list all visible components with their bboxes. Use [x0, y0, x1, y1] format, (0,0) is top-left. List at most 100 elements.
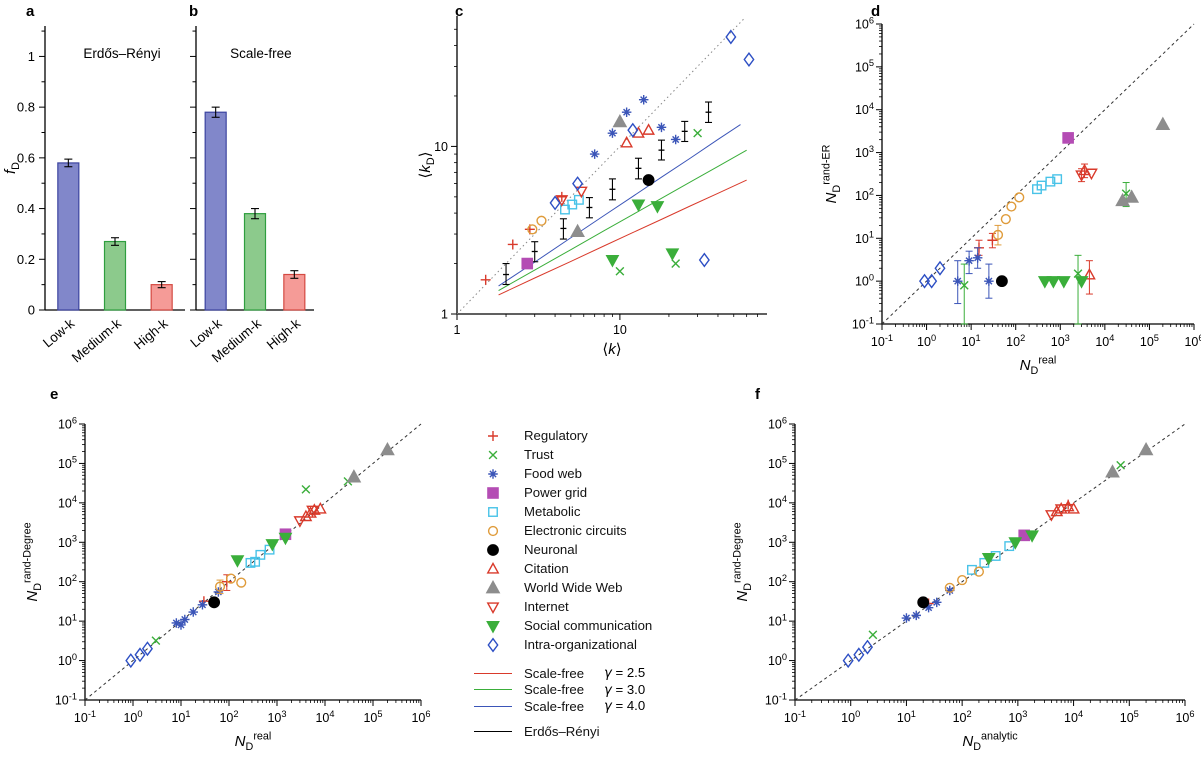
- legend-line-label: Scale-free: [524, 682, 585, 698]
- svg-text:NDrand-Degree: NDrand-Degree: [732, 522, 755, 601]
- svg-text:High-k: High-k: [264, 316, 304, 353]
- legend-label: Citation: [524, 561, 569, 576]
- svg-text:101: 101: [962, 333, 981, 349]
- legend-label: Regulatory: [524, 428, 588, 443]
- legend-label: Neuronal: [524, 542, 578, 557]
- line-swatch-icon: [470, 705, 516, 707]
- svg-text:Scale-free: Scale-free: [230, 46, 292, 61]
- legend-item-intraorg: Intra-organizational: [470, 635, 652, 654]
- legend-label: Food web: [524, 466, 582, 481]
- svg-text:0.4: 0.4: [17, 201, 35, 216]
- svg-text:100: 100: [841, 709, 860, 725]
- svg-text:105: 105: [768, 455, 787, 471]
- svg-text:10-1: 10-1: [55, 691, 77, 707]
- svg-text:10: 10: [613, 323, 627, 337]
- panel-label-a: a: [26, 3, 35, 20]
- svg-text:10-1: 10-1: [765, 691, 787, 707]
- legend-line-label: Erdős–Rényi: [524, 724, 600, 740]
- svg-text:105: 105: [1140, 333, 1159, 349]
- svg-text:102: 102: [1006, 333, 1025, 349]
- svg-text:1: 1: [454, 323, 461, 337]
- svg-text:104: 104: [315, 709, 334, 725]
- panel-f-scatter-plot: 10-1 100 101 102 103 104 105 106 10-1 100 101 102 10…: [732, 415, 1195, 754]
- legend-item-trust: Trust: [470, 445, 652, 464]
- svg-text:10-1: 10-1: [74, 709, 96, 725]
- svg-text:104: 104: [855, 101, 874, 117]
- svg-text:106: 106: [1175, 709, 1194, 725]
- svg-text:100: 100: [58, 652, 77, 668]
- svg-text:1: 1: [28, 49, 35, 64]
- svg-text:105: 105: [58, 455, 77, 471]
- svg-text:102: 102: [58, 573, 77, 589]
- svg-text:105: 105: [855, 58, 874, 74]
- legend-label: Metabolic: [524, 504, 581, 519]
- panel-c-scatter-plot: 1 10 1 10 ⟨k⟩ ⟨kD⟩: [417, 16, 767, 358]
- legend-item-metabolic: Metabolic: [470, 502, 652, 521]
- svg-text:100: 100: [855, 272, 874, 288]
- legend-label: Electronic circuits: [524, 523, 627, 538]
- legend-item-citation: Citation: [470, 559, 652, 578]
- svg-text:NDrand-Degree: NDrand-Degree: [22, 522, 45, 601]
- legend-label: Intra-organizational: [524, 637, 637, 652]
- panel-label-d: d: [871, 3, 881, 20]
- svg-text:100: 100: [768, 652, 787, 668]
- legend-item-powergrid: Power grid: [470, 483, 652, 502]
- svg-text:NDanalytic: NDanalytic: [962, 731, 1018, 754]
- svg-text:103: 103: [855, 144, 874, 160]
- svg-text:100: 100: [917, 333, 936, 349]
- legend-item-electronic: Electronic circuits: [470, 521, 652, 540]
- svg-text:10: 10: [434, 140, 448, 154]
- svg-text:103: 103: [1008, 709, 1027, 725]
- legend-item-regulatory: Regulatory: [470, 426, 652, 445]
- legend-line-scale-free-3.0: Scale-free γ = 3.0: [470, 682, 652, 699]
- svg-text:104: 104: [58, 494, 77, 510]
- svg-text:101: 101: [768, 612, 787, 628]
- svg-text:103: 103: [267, 709, 286, 725]
- legend: Regulatory Trust Food web Power grid Metabol…: [470, 426, 652, 740]
- panel-label-f: f: [755, 386, 760, 403]
- svg-text:1: 1: [441, 308, 448, 322]
- svg-text:NDreal: NDreal: [235, 731, 272, 754]
- line-swatch-icon: [470, 731, 516, 733]
- svg-text:102: 102: [855, 187, 874, 203]
- gamma-value: γ = 3.0: [604, 681, 646, 698]
- svg-text:0: 0: [28, 303, 35, 318]
- svg-text:⟨kD⟩: ⟨kD⟩: [417, 151, 437, 178]
- svg-text:10-1: 10-1: [852, 315, 874, 331]
- svg-text:105: 105: [1120, 709, 1139, 725]
- gamma-value: γ = 4.0: [604, 698, 646, 715]
- legend-label: Trust: [524, 447, 554, 462]
- legend-label: Social communication: [524, 618, 653, 633]
- legend-line-scale-free-2.5: Scale-free γ = 2.5: [470, 665, 652, 682]
- svg-text:Medium-k: Medium-k: [69, 316, 124, 366]
- svg-text:105: 105: [363, 709, 382, 725]
- svg-text:NDreal: NDreal: [1020, 355, 1057, 378]
- svg-text:101: 101: [855, 230, 874, 246]
- legend-item-internet: Internet: [470, 597, 652, 616]
- gamma-value: γ = 2.5: [604, 665, 646, 682]
- legend-item-www: World Wide Web: [470, 578, 652, 597]
- svg-text:0.6: 0.6: [17, 150, 35, 165]
- svg-text:104: 104: [768, 494, 787, 510]
- svg-text:103: 103: [1051, 333, 1070, 349]
- legend-item-foodweb: Food web: [470, 464, 652, 483]
- legend-lines-section: Scale-free γ = 2.5 Scale-free γ = 3.0 Scale-…: [470, 665, 652, 740]
- svg-text:10-1: 10-1: [784, 709, 806, 725]
- svg-text:fD: fD: [2, 162, 22, 174]
- svg-text:106: 106: [768, 415, 787, 431]
- panel-label-b: b: [189, 3, 199, 20]
- panel-d-scatter-plot: 10-1 100 101 102 103 104 105 106 10-1 100 101 102 10…: [821, 15, 1201, 378]
- legend-label: Internet: [524, 599, 569, 614]
- svg-text:103: 103: [768, 534, 787, 550]
- svg-text:0.8: 0.8: [17, 100, 35, 115]
- svg-text:100: 100: [123, 709, 142, 725]
- svg-text:Low-k: Low-k: [40, 316, 77, 351]
- svg-text:High-k: High-k: [131, 316, 171, 353]
- panel-e-scatter-plot: 10-1 100 101 102 103 104 105 106 10-1 100 101 102 10…: [22, 415, 431, 754]
- svg-text:102: 102: [953, 709, 972, 725]
- svg-text:106: 106: [411, 709, 430, 725]
- svg-text:101: 101: [58, 612, 77, 628]
- svg-text:⟨k⟩: ⟨k⟩: [602, 341, 621, 358]
- legend-item-social: Social communication: [470, 616, 652, 635]
